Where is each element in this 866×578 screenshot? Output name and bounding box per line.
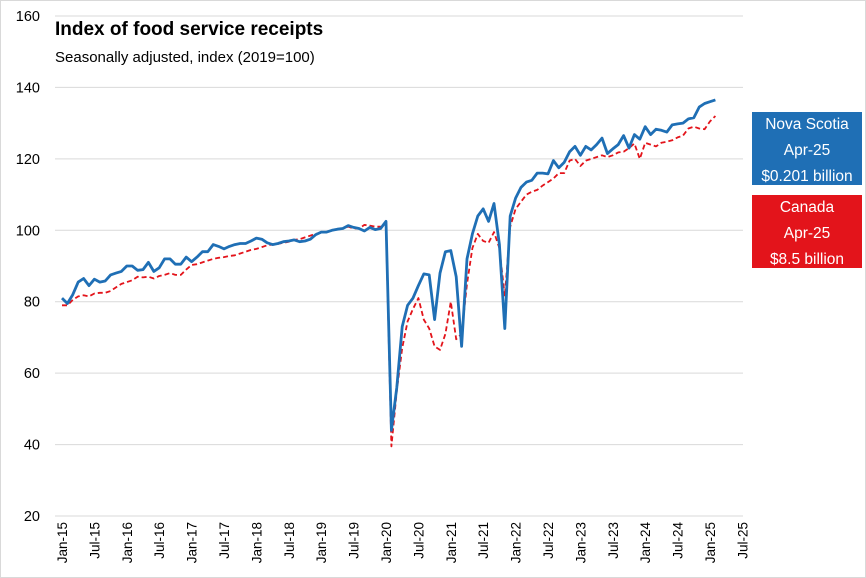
- canada-callout-value: $8.5 billion: [769, 251, 845, 268]
- y-tick-label: 140: [16, 80, 40, 96]
- x-tick-label: Jul-22: [541, 522, 556, 559]
- x-tick-label: Jan-18: [249, 522, 264, 563]
- x-axis-tick-labels: Jan-15 Jul-15 Jan-16 Jul-16 Jan-17 Jul-17 Jan-…: [55, 522, 750, 564]
- x-tick-label: Jan-21: [444, 522, 459, 563]
- y-tick-label: 40: [24, 438, 40, 454]
- chart-subtitle: Seasonally adjusted, index (2019=100): [55, 49, 315, 66]
- x-tick-label: Jan-20: [379, 522, 394, 563]
- x-tick-label: Jul-20: [411, 522, 426, 559]
- chart-title: Index of food service receipts: [55, 19, 324, 40]
- y-tick-label: 120: [16, 152, 40, 168]
- gridlines: [55, 15, 743, 517]
- x-tick-label: Jan-24: [638, 522, 653, 564]
- canada-callout-name: Canada: [779, 199, 835, 216]
- x-tick-label: Jul-17: [217, 522, 232, 559]
- canada-callout-date: Apr-25: [783, 225, 831, 242]
- y-tick-label: 160: [16, 9, 40, 25]
- series-lines: [61, 98, 717, 448]
- y-tick-label: 60: [24, 366, 40, 382]
- x-tick-label: Jul-25: [735, 522, 750, 559]
- x-tick-label: Jan-17: [185, 522, 200, 563]
- x-tick-label: Jul-23: [606, 522, 621, 559]
- nova-scotia-callout-name: Nova Scotia: [765, 116, 849, 133]
- x-tick-label: Jan-16: [120, 522, 135, 563]
- nova-scotia-callout-value: $0.201 billion: [761, 168, 853, 185]
- nova-scotia-callout: Nova Scotia Apr-25 $0.201 billion: [752, 112, 862, 185]
- x-tick-label: Jan-22: [509, 522, 524, 563]
- y-axis-tick-labels: 160 140 120 100 80 60 40 20: [16, 9, 40, 525]
- x-tick-label: Jul-21: [476, 522, 491, 559]
- nova-scotia-series-line: [61, 98, 716, 432]
- x-tick-label: Jan-19: [314, 522, 329, 563]
- x-tick-label: Jul-19: [347, 522, 362, 559]
- x-tick-label: Jul-18: [282, 522, 297, 559]
- y-tick-label: 100: [16, 223, 40, 239]
- x-tick-label: Jan-23: [573, 522, 588, 563]
- nova-scotia-callout-date: Apr-25: [783, 142, 831, 159]
- canada-callout: Canada Apr-25 $8.5 billion: [752, 195, 862, 268]
- x-tick-label: Jul-15: [87, 522, 102, 559]
- y-tick-label: 80: [24, 295, 40, 311]
- x-tick-label: Jan-15: [55, 522, 70, 563]
- x-tick-label: Jan-25: [703, 522, 718, 563]
- x-tick-label: Jul-16: [152, 522, 167, 559]
- y-tick-label: 20: [24, 509, 40, 525]
- x-tick-label: Jul-24: [671, 522, 686, 559]
